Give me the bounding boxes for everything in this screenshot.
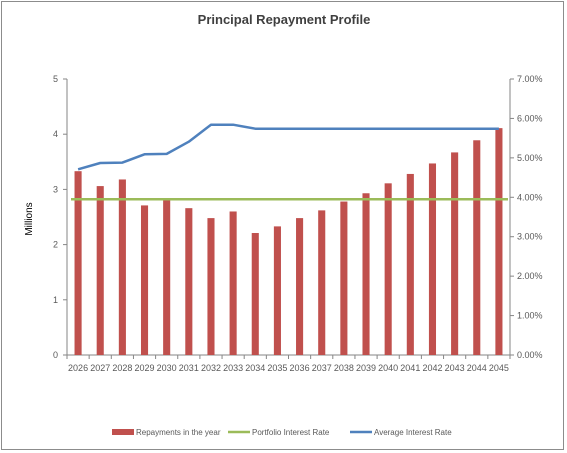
legend-label: Repayments in the year [136, 428, 221, 437]
series-line [77, 123, 499, 171]
y-tick-label: 2 [53, 240, 58, 250]
bar [251, 233, 259, 355]
y-tick-label: 5 [53, 74, 58, 84]
plot-layer: 0 1 2 3 4 5 0.00% 1.00% 2.00% 3.00% 4.00% 5.00% 6.00… [53, 74, 543, 373]
bar [273, 226, 281, 355]
bar [207, 218, 215, 355]
x-tick-label: 2045 [489, 363, 509, 373]
x-tick-label: 2026 [68, 363, 88, 373]
bar [74, 171, 82, 355]
legend-swatch [112, 429, 134, 435]
bar [340, 201, 348, 355]
x-tick-label: 2042 [422, 363, 442, 373]
bar [140, 205, 149, 355]
bar [318, 210, 326, 355]
y2-tick-label: 1.00% [517, 311, 543, 321]
bar [362, 193, 370, 355]
bar [163, 200, 171, 355]
bar [495, 128, 503, 355]
x-tick-label: 2033 [223, 363, 243, 373]
y2-tick-label: 4.00% [517, 192, 543, 202]
x-tick-label: 2036 [290, 363, 310, 373]
bar [451, 152, 459, 355]
x-tick-label: 2041 [400, 363, 420, 373]
y-tick-label: 1 [53, 295, 58, 305]
y-tick-label: 3 [53, 184, 58, 194]
y-tick-label: 0 [53, 350, 58, 360]
legend: Repayments in the year Portfolio Interest… [112, 428, 452, 437]
bar [296, 218, 304, 355]
y2-tick-label: 2.00% [517, 271, 543, 281]
x-tick-label: 2044 [467, 363, 487, 373]
y2-tick-label: 3.00% [517, 232, 543, 242]
x-tick-label: 2032 [201, 363, 221, 373]
y2-tick-label: 0.00% [517, 350, 543, 360]
x-tick-label: 2037 [312, 363, 332, 373]
legend-label: Portfolio Interest Rate [252, 428, 330, 437]
x-tick-label: 2029 [135, 363, 155, 373]
bar [428, 163, 437, 355]
y2-tick-label: 6.00% [517, 113, 543, 123]
bar [118, 179, 126, 355]
x-tick-label: 2039 [356, 363, 376, 373]
x-tick-label: 2031 [179, 363, 199, 373]
x-tick-label: 2028 [112, 363, 132, 373]
chart-title: Principal Repayment Profile [198, 12, 371, 27]
bar [96, 186, 104, 355]
x-tick-label: 2043 [445, 363, 465, 373]
bar [384, 183, 392, 355]
y2-tick-label: 7.00% [517, 74, 543, 84]
x-tick-label: 2034 [245, 363, 265, 373]
x-tick-label: 2040 [378, 363, 398, 373]
bar [185, 208, 193, 355]
x-tick-label: 2035 [267, 363, 287, 373]
x-tick-label: 2030 [157, 363, 177, 373]
x-tick-label: 2027 [90, 363, 110, 373]
y-tick-label: 4 [53, 129, 58, 139]
bar [473, 140, 481, 355]
bar [229, 211, 237, 355]
bar [406, 173, 414, 355]
x-tick-label: 2038 [334, 363, 354, 373]
legend-label: Average Interest Rate [374, 428, 452, 437]
y2-tick-label: 5.00% [517, 153, 543, 163]
y-axis-label: Millions [24, 202, 35, 235]
